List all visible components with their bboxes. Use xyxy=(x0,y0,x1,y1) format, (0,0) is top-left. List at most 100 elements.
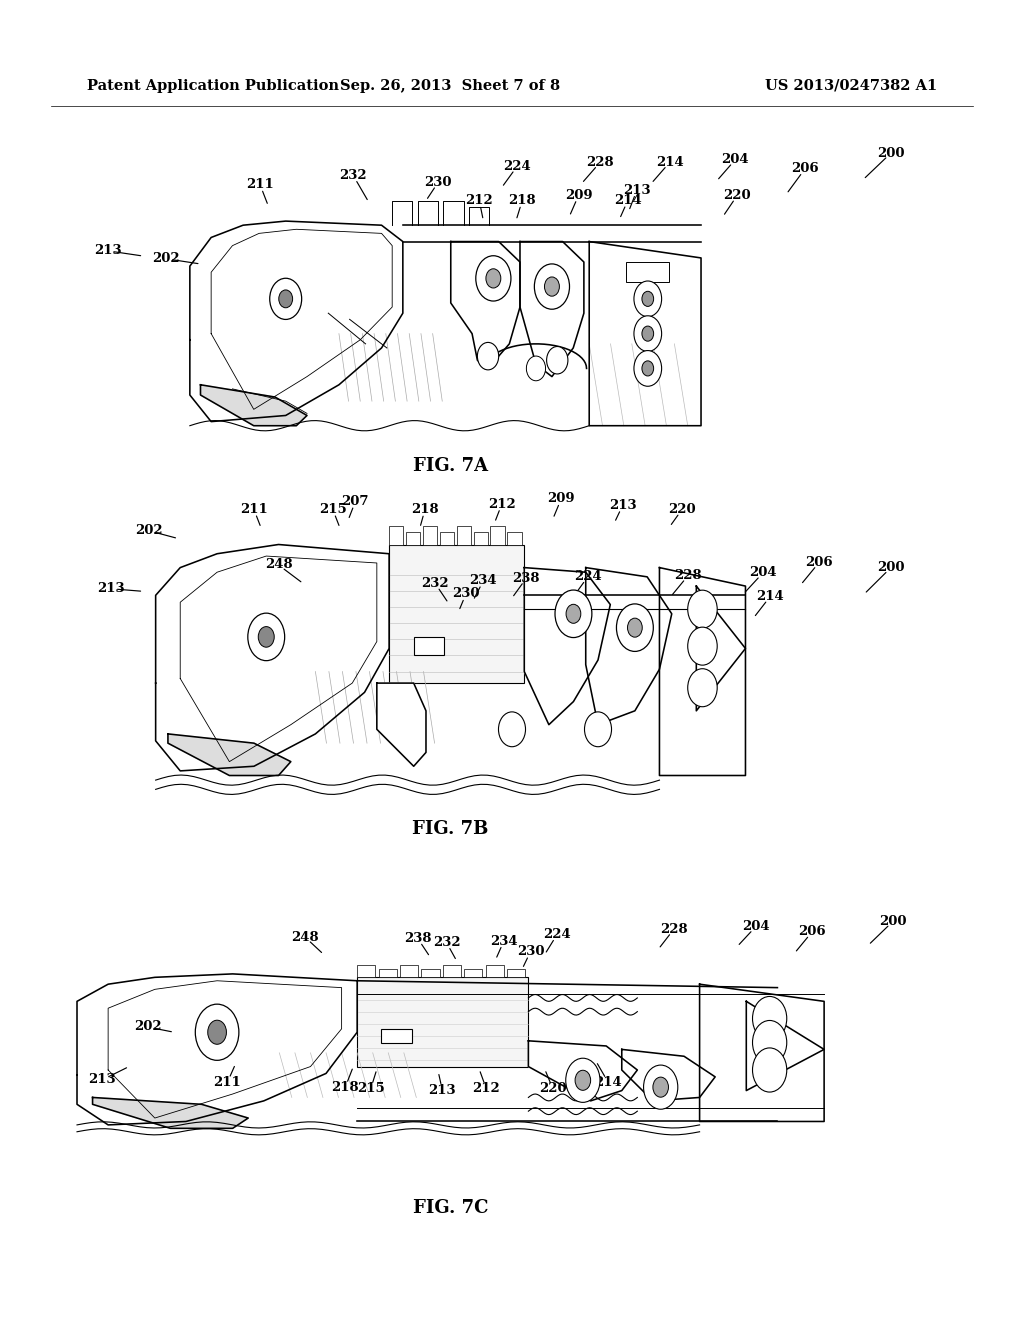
Text: 248: 248 xyxy=(292,931,318,944)
Text: 220: 220 xyxy=(540,1082,566,1096)
Text: 200: 200 xyxy=(878,147,904,160)
Text: 224: 224 xyxy=(503,160,531,173)
Circle shape xyxy=(688,669,717,706)
Bar xyxy=(627,261,669,282)
Bar xyxy=(389,525,403,544)
Circle shape xyxy=(643,1065,678,1109)
Polygon shape xyxy=(189,220,402,421)
Text: 204: 204 xyxy=(722,153,749,166)
Text: Patent Application Publication: Patent Application Publication xyxy=(87,79,339,92)
Text: 234: 234 xyxy=(470,574,497,587)
Polygon shape xyxy=(377,684,426,766)
Circle shape xyxy=(634,315,662,351)
Text: Sep. 26, 2013  Sheet 7 of 8: Sep. 26, 2013 Sheet 7 of 8 xyxy=(341,79,560,92)
Circle shape xyxy=(208,1020,226,1044)
Polygon shape xyxy=(586,568,672,725)
Text: 213: 213 xyxy=(94,244,121,257)
Polygon shape xyxy=(696,586,745,710)
Text: 202: 202 xyxy=(134,1020,161,1034)
Circle shape xyxy=(642,326,653,341)
Text: 202: 202 xyxy=(135,524,162,537)
Text: 207: 207 xyxy=(342,495,369,508)
Text: 213: 213 xyxy=(609,499,636,512)
Text: FIG. 7C: FIG. 7C xyxy=(413,1199,488,1217)
Polygon shape xyxy=(589,242,701,425)
Text: 209: 209 xyxy=(565,189,592,202)
Circle shape xyxy=(535,264,569,309)
Polygon shape xyxy=(469,207,489,226)
Bar xyxy=(457,525,471,544)
Text: 212: 212 xyxy=(465,194,494,207)
Circle shape xyxy=(628,618,642,638)
Text: 214: 214 xyxy=(594,1076,623,1089)
Text: 224: 224 xyxy=(543,928,571,941)
Bar xyxy=(440,532,455,544)
Polygon shape xyxy=(201,385,307,425)
Polygon shape xyxy=(156,544,389,771)
Circle shape xyxy=(248,612,285,661)
Bar xyxy=(464,969,482,977)
Text: 211: 211 xyxy=(240,503,268,516)
Polygon shape xyxy=(77,974,357,1125)
Text: 230: 230 xyxy=(453,587,479,601)
Circle shape xyxy=(616,605,653,652)
Text: 215: 215 xyxy=(356,1082,385,1096)
Bar xyxy=(423,525,437,544)
Polygon shape xyxy=(92,1097,248,1129)
Bar xyxy=(508,532,522,544)
Circle shape xyxy=(279,290,293,308)
Polygon shape xyxy=(746,1002,824,1090)
Text: 204: 204 xyxy=(742,920,769,933)
Text: US 2013/0247382 A1: US 2013/0247382 A1 xyxy=(765,79,937,92)
Bar xyxy=(357,965,376,977)
Text: 230: 230 xyxy=(517,945,544,958)
Circle shape xyxy=(566,605,581,623)
Circle shape xyxy=(477,342,499,370)
Text: 212: 212 xyxy=(487,498,516,511)
Circle shape xyxy=(634,281,662,317)
Text: 232: 232 xyxy=(340,169,367,182)
Text: 232: 232 xyxy=(433,936,460,949)
Circle shape xyxy=(753,1048,786,1092)
Circle shape xyxy=(545,277,559,296)
Bar xyxy=(357,977,528,1067)
Bar xyxy=(473,532,488,544)
Polygon shape xyxy=(168,734,291,776)
Circle shape xyxy=(575,1071,591,1090)
Text: 220: 220 xyxy=(669,503,695,516)
Circle shape xyxy=(634,351,662,387)
Text: 214: 214 xyxy=(655,156,684,169)
Circle shape xyxy=(565,1059,600,1102)
Text: 204: 204 xyxy=(750,566,776,579)
Text: 248: 248 xyxy=(265,558,292,572)
Circle shape xyxy=(499,711,525,747)
Text: 206: 206 xyxy=(792,162,818,176)
Circle shape xyxy=(688,590,717,628)
Bar xyxy=(389,544,524,684)
Text: 211: 211 xyxy=(213,1076,242,1089)
Polygon shape xyxy=(622,1049,715,1101)
Circle shape xyxy=(653,1077,669,1097)
Polygon shape xyxy=(699,985,824,1122)
Circle shape xyxy=(258,627,274,647)
Polygon shape xyxy=(418,201,438,226)
Polygon shape xyxy=(528,1040,637,1101)
Bar xyxy=(422,969,439,977)
Polygon shape xyxy=(392,201,413,226)
Text: 218: 218 xyxy=(412,503,438,516)
Text: 211: 211 xyxy=(246,178,274,191)
Text: 213: 213 xyxy=(624,183,650,197)
Text: 202: 202 xyxy=(153,252,179,265)
Polygon shape xyxy=(524,568,610,725)
Circle shape xyxy=(486,269,501,288)
Text: 200: 200 xyxy=(878,561,904,574)
Text: 220: 220 xyxy=(724,189,751,202)
Bar xyxy=(379,969,396,977)
Circle shape xyxy=(585,711,611,747)
Text: 200: 200 xyxy=(880,915,906,928)
Polygon shape xyxy=(659,568,745,776)
Circle shape xyxy=(642,292,653,306)
Polygon shape xyxy=(443,201,464,226)
Text: 215: 215 xyxy=(318,503,347,516)
Text: 218: 218 xyxy=(509,194,536,207)
